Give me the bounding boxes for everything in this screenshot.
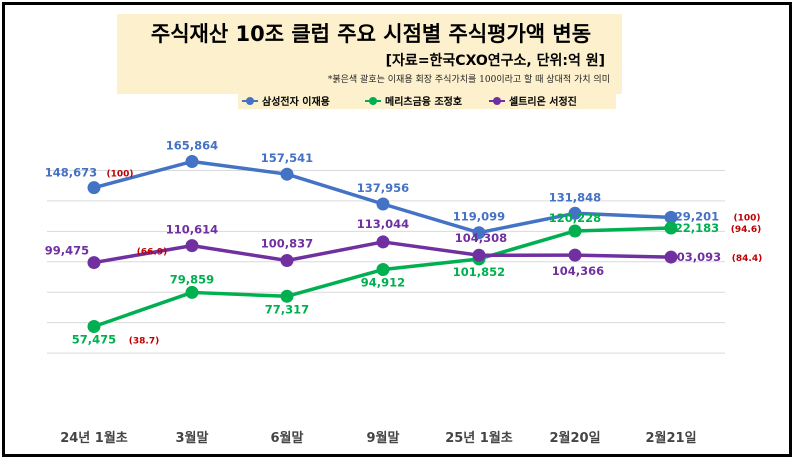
data-point xyxy=(472,226,486,240)
data-point xyxy=(472,248,486,262)
x-axis: 24년 1월초 3월말 6월말 9월말 25년 1월초 2월20일 2월21일 xyxy=(60,430,696,446)
data-label: 129,201 xyxy=(667,209,719,223)
x-tick-label: 2월20일 xyxy=(549,430,600,446)
data-point xyxy=(376,235,390,249)
legend-label: 셀트리온 서정진 xyxy=(509,95,577,108)
chart-title: 주식재산 10조 클럽 주요 시점별 주식평가액 변동 xyxy=(151,22,591,46)
relative-value-label: (100) xyxy=(106,170,133,180)
data-label: 137,956 xyxy=(357,181,409,195)
data-point xyxy=(376,197,390,211)
legend: 삼성전자 이재용 메리츠금융 조정호 셀트리온 서정진 xyxy=(238,92,616,109)
data-label: 99,475 xyxy=(45,244,89,258)
data-label: 101,852 xyxy=(453,265,505,279)
series-3: 99,475 (66.9) 110,614 100,837 113,044 104,308… xyxy=(45,217,762,278)
legend-marker xyxy=(246,97,254,105)
data-label: 165,864 xyxy=(166,139,218,153)
relative-value-label: (84.4) xyxy=(732,254,762,264)
relative-value-label: (94.6) xyxy=(731,225,761,235)
data-label: 110,614 xyxy=(166,223,218,237)
series-layer: 148,673 (100) 165,864 157,541 137,956 119,099… xyxy=(45,139,762,347)
series-1: 148,673 (100) 165,864 157,541 137,956 119,099… xyxy=(45,139,761,240)
data-point xyxy=(185,155,199,169)
data-label: 57,475 xyxy=(72,333,116,347)
data-label: 77,317 xyxy=(265,302,309,316)
data-point xyxy=(664,221,678,235)
data-label: 100,837 xyxy=(261,237,313,251)
data-label: 157,541 xyxy=(261,151,313,165)
data-point xyxy=(664,250,678,264)
data-point xyxy=(568,206,582,220)
grid xyxy=(47,169,725,354)
data-point xyxy=(185,285,199,299)
data-label: 103,093 xyxy=(669,250,721,264)
data-point xyxy=(280,289,294,303)
x-tick-label: 3월말 xyxy=(176,430,209,446)
relative-value-label: (100) xyxy=(733,213,760,223)
line-chart: 주식재산 10조 클럽 주요 시점별 주식평가액 변동 [자료=한국CXO연구소… xyxy=(45,14,762,446)
data-label: 104,366 xyxy=(552,264,604,278)
title-background xyxy=(117,14,622,94)
legend-background xyxy=(238,92,616,109)
data-label: 119,099 xyxy=(453,210,505,224)
x-tick-label: 24년 1월초 xyxy=(60,430,128,446)
data-point xyxy=(376,263,390,277)
data-point xyxy=(664,210,678,224)
x-tick-label: 9월말 xyxy=(367,430,400,446)
series-2: 57,475 (38.7) 79,859 77,317 94,912 101,852 120… xyxy=(72,211,761,347)
x-tick-label: 6월말 xyxy=(271,430,304,446)
x-tick-label: 2월21일 xyxy=(645,430,696,446)
data-label: 131,848 xyxy=(549,190,601,204)
relative-value-label: (38.7) xyxy=(129,337,159,347)
data-point xyxy=(280,167,294,181)
data-point xyxy=(280,254,294,268)
data-label: 148,673 xyxy=(45,166,97,180)
chart-subtitle: [자료=한국CXO연구소, 단위:억 원] xyxy=(386,52,605,69)
legend-label: 삼성전자 이재용 xyxy=(262,95,330,108)
data-label: 79,859 xyxy=(170,272,214,286)
data-label: 122,183 xyxy=(667,221,719,235)
data-label: 120,228 xyxy=(549,211,601,225)
data-point xyxy=(185,239,199,253)
legend-label: 메리츠금융 조정호 xyxy=(385,95,462,108)
data-point xyxy=(568,224,582,238)
data-point xyxy=(568,248,582,262)
data-point xyxy=(87,256,101,270)
data-point xyxy=(87,181,101,195)
relative-value-label: (66.9) xyxy=(137,248,167,258)
data-label: 113,044 xyxy=(357,217,409,231)
x-tick-label: 25년 1월초 xyxy=(445,430,513,446)
data-label: 104,308 xyxy=(455,231,507,245)
data-point xyxy=(87,320,101,334)
legend-marker xyxy=(369,97,377,105)
chart-note: *붉은색 괄호는 이재용 회장 주식가치를 100이라고 할 때 상대적 가치 … xyxy=(328,73,610,85)
data-label: 94,912 xyxy=(361,276,405,290)
legend-marker xyxy=(493,97,501,105)
